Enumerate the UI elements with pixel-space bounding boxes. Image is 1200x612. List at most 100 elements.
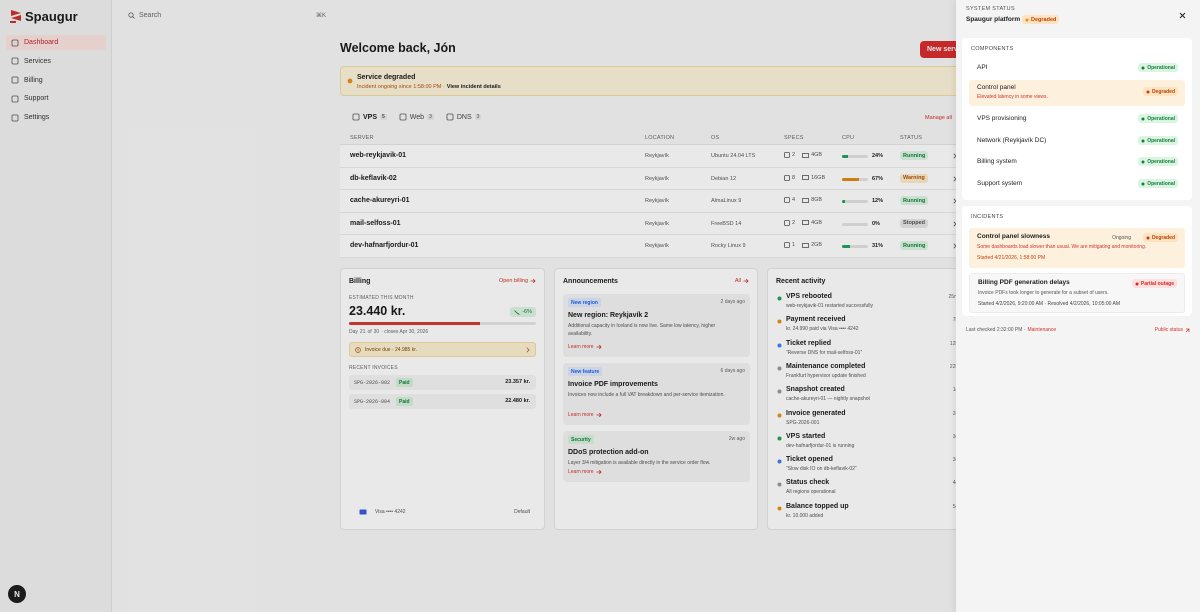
cpu-bar [842,245,851,248]
activity-event: Status check [786,479,830,487]
icon-part [777,366,782,371]
invoice-due-text: Invoice due · 24.985 kr. [365,346,417,353]
alert-link[interactable]: View incident details [446,84,501,90]
announcement-tag: New region [568,298,601,307]
status-badge: Running [900,151,929,160]
nav-item[interactable]: Billing [6,73,106,88]
tab[interactable]: Web 3 [399,113,434,121]
component-row: VPS provisioning Operational [969,111,1185,126]
server-row[interactable]: dev-hafnarfjordur-01 Reykjavík Rocky Linux… [340,235,965,258]
announcement-body: Invoices now include a full VAT breakdow… [568,392,725,398]
memory-icon [802,220,809,225]
server-specs: 2 4GB [784,152,822,158]
invoice-row[interactable]: SPG-2026-002 Paid 23.357 kr. [349,375,536,390]
alert-detail: Incident ongoing since 1:58:00 PM · [357,84,445,90]
activity-detail: kr. 24.990 paid via Visa •••• 4242 [786,326,859,333]
tab[interactable]: DNS 3 [446,113,482,121]
panel-label: SYSTEM STATUS [966,6,1015,12]
cpu-track [842,245,868,248]
icon-part [10,10,21,23]
arrow-icon [596,344,602,350]
icon-part [784,242,790,248]
announcements-link[interactable]: All [735,278,749,284]
icon-part [1141,182,1145,185]
component-name: Network (Reykjavík DC) [977,137,1047,144]
payment-card: Visa •••• 4242 Default [349,505,536,519]
maintenance-link[interactable]: Maintenance [1027,327,1057,333]
nav-item[interactable]: Services [6,54,106,69]
icon-part [526,347,530,352]
incidents-label: INCIDENTS [971,214,1004,220]
icon-part [11,57,19,65]
progress-track [349,322,536,325]
invoice-row[interactable]: SPG-2026-004 Paid 22.480 kr. [349,394,536,409]
server-location: Reykjavík [645,153,669,159]
nav-item[interactable]: Dashboard [6,35,106,50]
icon-part [743,278,749,284]
invoice-due[interactable]: Invoice due · 24.985 kr. [349,342,536,357]
server-specs: 1 2GB [784,242,822,248]
icon-part [802,152,809,158]
activity-event: VPS rebooted [786,293,832,300]
nav-icon [11,57,19,65]
search-box[interactable]: Search ⌘K [122,6,332,24]
icon-part [1141,160,1145,163]
tab[interactable]: VPS 5 [352,113,387,121]
server-os: Debian 12 [711,175,737,182]
cpu-icon [784,152,790,158]
incident-status: Partial outage [1131,279,1177,288]
server-row[interactable]: cache-akureyri-01 Reykjavík AlmaLinux 9 4 8G… [340,190,965,213]
public-status[interactable]: Public status [1155,327,1190,333]
incident[interactable]: Control panel slowness Degraded Ongoing Som… [969,228,1185,268]
last-checked: Last checked 2:32:00 PM · [966,327,1026,333]
backdrop[interactable] [0,0,956,612]
server-location: Reykjavík [645,220,669,227]
learn-more[interactable]: Learn more [568,344,602,350]
icon-part [352,113,360,121]
incident-body: Some dashboards load slower than usual. … [977,244,1147,250]
component-status: Degraded [1142,87,1178,96]
state-text: Degraded [1031,16,1057,23]
table-header: SERVER LOCATION OS SPECS CPU STATUS [340,131,965,145]
platform-name: Spaugur platform [966,16,1021,23]
tab-label: DNS [456,113,472,121]
icon-part [802,197,809,203]
nav-item[interactable]: Support [6,91,106,106]
icon-part [777,389,782,394]
invoice-id: SPG-2026-004 [354,398,391,405]
component-name: Control panel [977,84,1016,91]
billing-link-text: Open billing [498,278,528,284]
tab-label: VPS [363,113,378,121]
icon-part [1025,18,1029,21]
server-row[interactable]: web-reykjavik-01 Reykjavík Ubuntu 24.04 LT… [340,145,965,168]
icon-part [802,152,809,158]
server-row[interactable]: db-keflavik-02 Reykjavík Debian 12 8 16GB 67%… [340,167,965,190]
invoice-status: Paid [396,378,413,387]
icon-part [1135,282,1139,285]
icon-part [11,95,19,103]
avatar[interactable]: N [8,585,26,603]
icon-part [1146,90,1150,93]
activity-detail: dev-hafnarfjordur-01 is running [786,442,855,449]
server-row[interactable]: mail-selfoss-01 Reykjavík FreeBSD 14 2 4GB 0%… [340,212,965,235]
close-button[interactable] [1179,12,1186,19]
learn-more[interactable]: Learn more [568,469,602,475]
status-panel: SYSTEM STATUS Spaugur platform Degraded COM… [956,0,1200,612]
icon-part [802,242,809,248]
icon-part [596,344,602,350]
tab-label: Web [409,113,425,121]
icon-part [596,469,602,475]
learn-more[interactable]: Learn more [568,412,602,418]
incident[interactable]: Billing PDF generation delays Partial out… [969,273,1185,313]
status-dot [1141,182,1145,186]
cpu-bar [842,177,860,181]
nav-item[interactable]: Settings [6,110,106,125]
manage-all[interactable]: Manage all [925,115,952,121]
icon-part [802,175,809,180]
announcement-tag: Security [568,435,594,444]
billing-link[interactable]: Open billing [499,278,536,284]
icon-part [514,309,520,315]
nav-label: Services [24,57,51,65]
arrow-icon [530,278,536,284]
component-status: Operational [1138,114,1178,123]
